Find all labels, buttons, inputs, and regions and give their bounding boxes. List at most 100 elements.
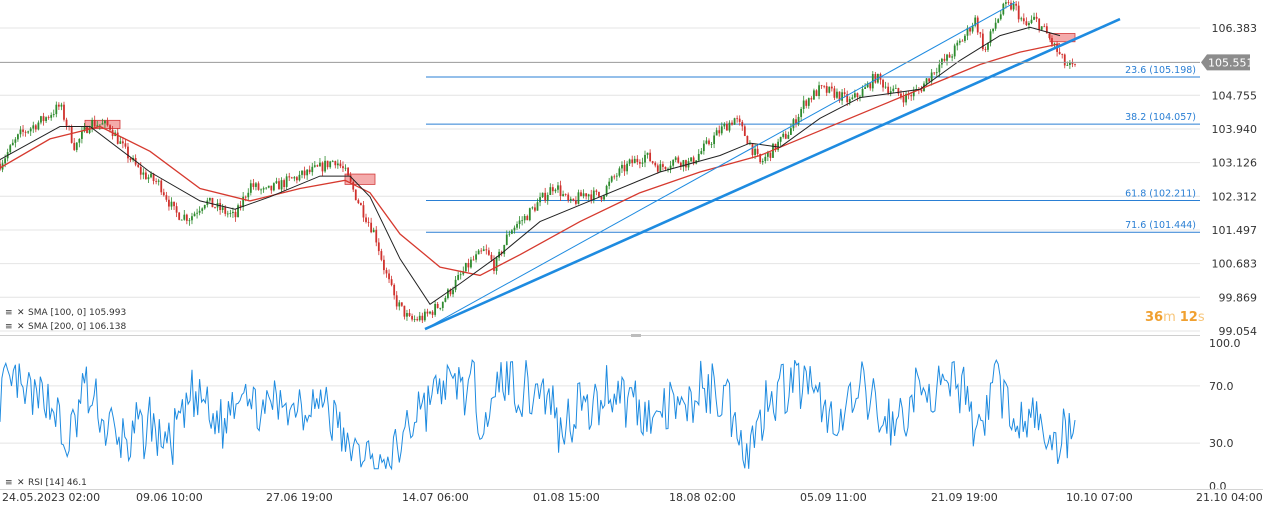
candle-body [395, 295, 398, 307]
candle-body [697, 153, 700, 161]
candle-body [1053, 43, 1056, 45]
candle-body [682, 160, 685, 167]
candle-body [800, 108, 803, 117]
candle-body [559, 185, 562, 197]
candle-body [280, 180, 283, 190]
candle-body [662, 164, 664, 167]
candle-body [779, 136, 782, 142]
candle-body [380, 251, 383, 260]
candle-body [119, 141, 122, 144]
candle-body [342, 166, 344, 169]
candle-body [232, 211, 234, 214]
rsi-tick-label: 30.0 [1209, 437, 1234, 450]
close-icon[interactable]: ✕ [17, 322, 25, 332]
candle-body [354, 189, 357, 201]
candle-body [127, 146, 129, 159]
candle-body [999, 14, 1002, 20]
menu-icon[interactable]: ≡ [5, 322, 13, 332]
price-tick-label: 99.054 [1219, 325, 1258, 338]
candle-body [1022, 18, 1025, 22]
candlesticks [0, 0, 1076, 324]
candle-body [334, 161, 337, 166]
candle-body [544, 192, 547, 201]
candle-body [441, 301, 444, 308]
candle-body [65, 119, 68, 126]
candle-body [347, 167, 349, 176]
candle-body [400, 302, 403, 306]
candle-body [406, 313, 408, 317]
candle-body [109, 125, 111, 130]
candle-body [188, 220, 191, 222]
sma100-legend[interactable]: ≡ ✕ SMA [100, 0] 105.993 [5, 308, 126, 318]
candle-body [336, 163, 339, 166]
candle-body [311, 166, 314, 173]
candle-body [608, 181, 611, 186]
price-axis[interactable]: 106.383 104.755 103.940 103.126 102.312 101.4… [1212, 22, 1258, 338]
candle-body [34, 125, 37, 130]
candle-body [452, 289, 454, 295]
menu-icon[interactable]: ≡ [5, 478, 13, 488]
close-icon[interactable]: ✕ [17, 478, 25, 488]
candle-body [536, 202, 539, 211]
candle-body [40, 116, 42, 123]
candle-body [193, 213, 196, 217]
candle-body [736, 118, 739, 120]
candle-body [426, 311, 429, 314]
candle-body [45, 117, 47, 122]
candle-body [1068, 61, 1071, 66]
sma200-legend[interactable]: ≡ ✕ SMA [200, 0] 106.138 [5, 322, 126, 332]
candle-body [600, 196, 603, 200]
trendlines[interactable] [424, 2, 1121, 331]
candle-body [651, 161, 654, 163]
candle-body [73, 142, 76, 150]
candle-body [1025, 21, 1028, 26]
rsi-legend[interactable]: ≡ ✕ RSI [14] 46.1 [5, 478, 87, 488]
candle-body [577, 192, 580, 204]
candle-body [183, 214, 186, 220]
candle-body [150, 173, 152, 178]
candle-body [741, 121, 744, 127]
candle-body [969, 27, 971, 32]
candle-body [55, 104, 58, 115]
supply-boxes[interactable] [84, 33, 1076, 185]
menu-icon[interactable]: ≡ [5, 308, 13, 318]
candle-body [449, 289, 452, 295]
close-icon[interactable]: ✕ [17, 308, 25, 318]
candle-body [513, 227, 516, 231]
candle-body [685, 160, 687, 168]
candle-body [375, 229, 378, 243]
time-tick-label: 21.09 19:00 [931, 491, 998, 504]
candle-body [390, 279, 393, 285]
candle-body [702, 143, 705, 152]
candle-body [319, 162, 321, 167]
candle-body [1020, 18, 1023, 20]
candle-body [1071, 61, 1074, 65]
candle-body [946, 54, 948, 61]
candle-body [93, 120, 96, 127]
rsi-axis[interactable]: 100.070.030.00.0 [1209, 337, 1241, 493]
candle-body [587, 194, 590, 197]
time-tick-label: 18.08 02:00 [669, 491, 736, 504]
candle-body [664, 166, 667, 170]
candle-body [674, 157, 677, 160]
candle-body [700, 151, 703, 154]
candle-body [807, 98, 810, 106]
candle-body [214, 207, 216, 208]
candle-body [815, 90, 818, 97]
candle-body [1004, 2, 1007, 4]
candle-body [848, 98, 851, 103]
candle-body [139, 166, 142, 175]
candle-body [836, 91, 838, 98]
pane-resize-handle[interactable] [631, 334, 641, 337]
price-tag-shape [1201, 54, 1250, 71]
trendline [424, 17, 1121, 331]
time-axis[interactable]: 24.05.2023 02:00 09.06 10:00 27.06 19:00 14… [2, 491, 1263, 504]
candle-body [81, 131, 83, 139]
candle-body [88, 128, 91, 133]
candle-body [833, 88, 836, 98]
candle-body [974, 17, 977, 26]
time-tick-label: 24.05.2023 02:00 [2, 491, 100, 504]
candle-body [423, 311, 426, 321]
fibonacci-levels[interactable]: 23.6 (105.198) 38.2 (104.057) 61.8 (102.21… [426, 65, 1200, 233]
